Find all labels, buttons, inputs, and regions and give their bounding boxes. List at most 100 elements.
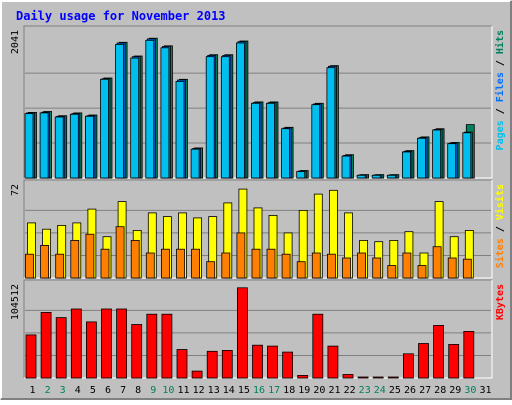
bar-pages-day-13 [205,56,215,179]
bar-sites-day-14 [221,252,231,279]
x-tick-label-day-28: 28 [434,385,446,396]
x-tick-label-day-3: 3 [60,385,66,396]
bar-pages-day-15 [235,42,245,179]
bar-sites-day-13 [206,261,216,279]
x-tick-label-day-1: 1 [29,385,35,396]
bar-sites-day-18 [281,253,291,279]
bar-pages-day-18 [281,128,291,179]
bar-kbytes-day-26 [402,353,414,379]
bar-pages-day-8 [130,57,140,179]
bar-kbytes-day-16 [252,344,263,379]
bar-sites-day-17 [266,248,276,279]
bar-pages-day-24 [371,174,381,179]
x-tick-label-day-13: 13 [208,385,220,396]
chart-panels: 2041 Pages / Files / Hits 72 Sites / Visits… [10,25,506,379]
bar-kbytes-day-22 [342,374,354,379]
bar-pages-day-28 [432,129,442,179]
x-tick-label-day-2: 2 [45,385,51,396]
x-tick-label-day-12: 12 [193,385,205,396]
bar-pages-day-27 [417,137,426,179]
y-max-label-hits-files-pages: 2041 [10,30,21,54]
bar-pages-day-23 [356,174,366,179]
bar-kbytes-day-2 [40,311,52,379]
legend-hits-files-pages: Pages / Files / Hits [494,30,506,150]
bar-kbytes-day-27 [418,343,429,379]
bar-kbytes-day-15 [236,287,248,379]
x-tick-label-day-30: 30 [464,385,476,396]
bar-kbytes-day-29 [448,343,460,379]
y-max-label-visits-sites: 72 [10,184,21,196]
bar-pages-day-22 [341,155,351,179]
bar-pages-day-12 [190,148,200,179]
bar-sites-day-26 [402,252,412,279]
x-tick-label-day-4: 4 [75,385,81,396]
bar-kbytes-day-1 [25,334,37,379]
bar-sites-day-3 [55,253,65,279]
bar-sites-day-21 [326,253,336,279]
bar-kbytes-day-3 [55,317,67,379]
x-tick-label-day-27: 27 [419,385,431,396]
bar-pages-day-21 [326,67,336,179]
bar-pages-day-9 [145,39,155,179]
chart-title: Daily usage for November 2013 [16,9,226,23]
bar-kbytes-day-23 [357,376,369,379]
panel-border-dark [23,279,492,378]
bar-sites-day-8 [130,239,140,279]
x-tick-label-day-18: 18 [283,385,295,396]
x-tick-label-day-31: 31 [479,385,491,396]
bar-kbytes-day-11 [176,349,188,379]
bar-kbytes-day-8 [131,324,143,379]
x-tick-label-day-23: 23 [359,385,371,396]
bar-kbytes-day-7 [116,308,127,379]
bar-kbytes-day-5 [86,321,97,379]
legend-item-sites: Sites [494,238,506,268]
bar-sites-day-20 [311,252,321,279]
legend-visits-sites: Sites / Visits [494,184,506,268]
bar-sites-day-10 [160,248,170,279]
panel-border-dark [23,25,492,178]
bar-sites-day-22 [342,257,351,279]
legend-separator: / [495,54,506,72]
bar-sites-day-19 [296,261,306,279]
x-tick-label-day-25: 25 [389,385,401,396]
bar-pages-day-16 [251,102,260,179]
x-tick-label-day-16: 16 [253,385,265,396]
bar-kbytes-day-9 [146,313,158,379]
x-tick-label-day-10: 10 [162,385,174,396]
bar-kbytes-day-25 [387,376,399,379]
bar-sites-day-30 [462,258,472,279]
bar-sites-day-27 [417,265,427,279]
legend-separator: / [495,102,506,120]
x-tick-label-day-19: 19 [298,385,310,396]
bar-kbytes-day-4 [70,308,82,379]
bar-kbytes-day-13 [206,350,218,379]
bar-sites-day-15 [236,232,246,279]
bar-sites-day-6 [100,248,110,279]
bar-kbytes-day-20 [312,313,324,379]
bar-pages-day-6 [100,78,109,179]
bar-kbytes-day-28 [433,324,445,379]
bar-sites-day-28 [432,246,442,279]
bar-kbytes-day-14 [221,349,233,379]
legend-item-hits: Hits [494,30,506,54]
panel-border-dark [23,179,492,278]
bar-kbytes-day-17 [267,345,278,379]
x-tick-label-day-15: 15 [238,385,250,396]
x-tick-label-day-21: 21 [328,385,340,396]
bar-kbytes-day-12 [191,370,203,379]
bar-sites-day-12 [191,248,201,279]
legend-separator: / [495,220,506,238]
x-tick-label-day-24: 24 [374,385,386,396]
bar-sites-day-24 [372,257,382,279]
bar-kbytes-day-30 [463,330,475,379]
y-max-label-kbytes: 104512 [10,284,21,320]
x-tick-label-day-26: 26 [404,385,416,396]
bar-sites-day-29 [447,257,457,279]
legend-item-kbytes: KBytes [495,284,506,320]
x-tick-label-day-6: 6 [105,385,111,396]
bar-pages-day-1 [24,113,34,179]
legend-item-files: Files [494,72,506,102]
bar-sites-day-7 [115,226,125,279]
